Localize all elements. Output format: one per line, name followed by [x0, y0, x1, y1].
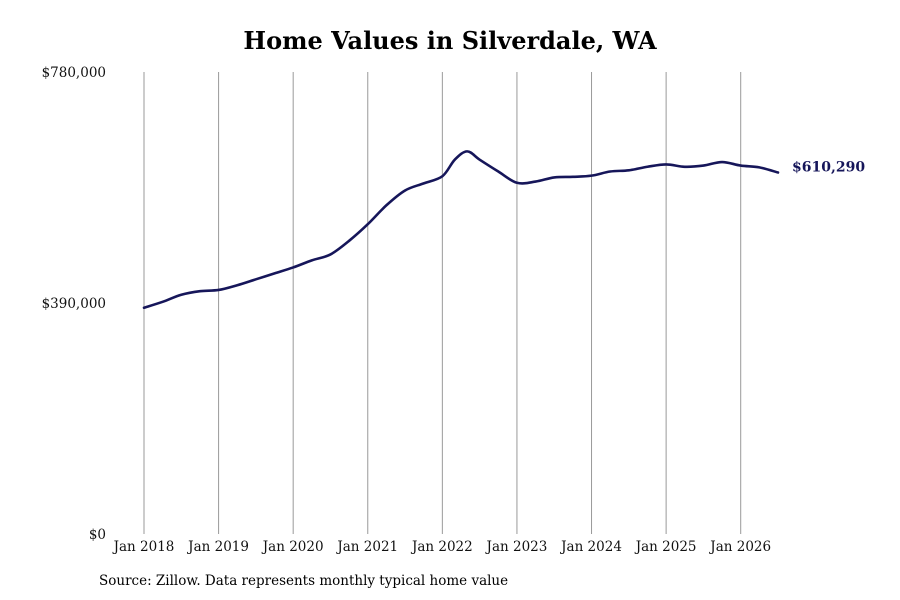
x-tick-label: Jan 2019 — [186, 539, 249, 555]
x-tick-label: Jan 2023 — [485, 539, 548, 555]
x-tick-label: Jan 2022 — [410, 539, 473, 555]
x-axis-ticks: Jan 2018 Jan 2019 Jan 2020 Jan 2021 Jan 2022… — [112, 539, 772, 555]
gridlines — [143, 72, 742, 534]
source-note: Source: Zillow. Data represents monthly … — [99, 573, 509, 589]
x-tick-label: Jan 2025 — [634, 539, 697, 555]
y-axis-ticks: $0 $390,000 $780,000 — [42, 65, 106, 543]
end-value-label: $610,290 — [792, 160, 865, 176]
x-tick-label: Jan 2021 — [335, 539, 398, 555]
x-tick-label: Jan 2020 — [261, 539, 324, 555]
series-line-0 — [142, 150, 780, 310]
x-tick-label: Jan 2026 — [708, 539, 771, 555]
series-layer — [142, 150, 780, 310]
y-tick-label: $0 — [89, 527, 106, 543]
y-tick-label: $390,000 — [42, 296, 106, 312]
chart-title: Home Values in Silverdale, WA — [243, 26, 657, 55]
x-tick-label: Jan 2018 — [112, 539, 175, 555]
x-tick-label: Jan 2024 — [559, 539, 622, 555]
y-tick-label: $780,000 — [42, 65, 106, 81]
end-label-layer: $610,290 — [792, 160, 865, 176]
